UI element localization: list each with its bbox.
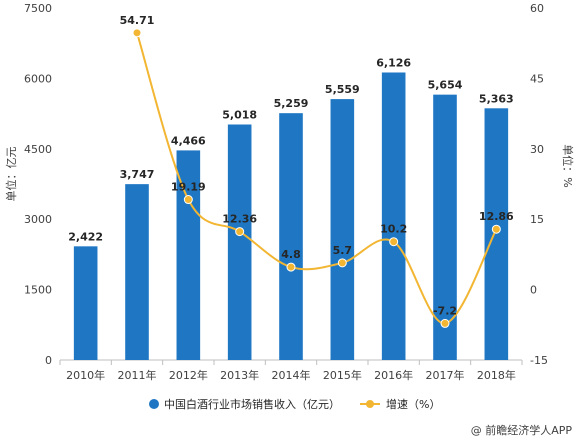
x-tick-label: 2012年 bbox=[169, 368, 208, 382]
bar bbox=[125, 184, 149, 360]
legend-bar-label: 中国白酒行业市场销售收入（亿元） bbox=[164, 397, 340, 411]
y-axis-title: 单位：亿元 bbox=[4, 147, 18, 202]
bar bbox=[433, 94, 457, 361]
y-tick-label: 1500 bbox=[24, 284, 52, 297]
x-tick-label: 2017年 bbox=[426, 368, 465, 382]
y2-tick-label: -15 bbox=[530, 354, 548, 367]
x-tick-label: 2014年 bbox=[272, 368, 311, 382]
legend-bar-marker bbox=[149, 399, 159, 409]
x-tick-label: 2018年 bbox=[477, 368, 516, 382]
growth-value-label: 19.19 bbox=[171, 181, 206, 194]
growth-value-label: 4.8 bbox=[281, 248, 301, 261]
bar-value-label: 5,363 bbox=[479, 92, 514, 105]
bar-value-label: 3,747 bbox=[120, 168, 155, 181]
growth-point bbox=[440, 318, 450, 328]
growth-value-label: 5.7 bbox=[333, 244, 353, 257]
y2-tick-label: 30 bbox=[530, 143, 544, 156]
x-tick-label: 2013年 bbox=[220, 368, 259, 382]
y2-tick-label: 15 bbox=[530, 213, 544, 226]
growth-point bbox=[337, 258, 347, 268]
source-credit: @ 前瞻经济学人APP bbox=[470, 424, 572, 437]
growth-point bbox=[235, 227, 245, 237]
legend-line-label: 增速（%） bbox=[386, 397, 440, 411]
y2-tick-label: 60 bbox=[530, 2, 544, 15]
y2-tick-label: 0 bbox=[530, 284, 537, 297]
y-tick-label: 0 bbox=[45, 354, 52, 367]
growth-point bbox=[491, 224, 501, 234]
y2-tick-label: 45 bbox=[530, 72, 544, 85]
growth-point bbox=[286, 262, 296, 272]
x-tick-label: 2011年 bbox=[118, 368, 157, 382]
growth-value-label: 54.71 bbox=[120, 14, 155, 27]
bar bbox=[73, 246, 98, 360]
growth-point bbox=[183, 195, 193, 205]
bar bbox=[484, 108, 509, 360]
bar bbox=[330, 99, 355, 361]
growth-value-label: 12.36 bbox=[222, 213, 257, 226]
y-tick-label: 4500 bbox=[24, 143, 52, 156]
x-tick-label: 2016年 bbox=[374, 368, 413, 382]
growth-point bbox=[132, 28, 142, 38]
bar bbox=[176, 150, 201, 360]
bar-value-label: 5,559 bbox=[325, 83, 360, 96]
bar-value-label: 6,126 bbox=[376, 56, 411, 69]
x-tick-label: 2010年 bbox=[66, 368, 105, 382]
bar-value-label: 5,259 bbox=[274, 97, 309, 110]
bar-value-label: 5,018 bbox=[222, 108, 257, 121]
bar-value-label: 4,466 bbox=[171, 134, 206, 147]
y-tick-label: 6000 bbox=[24, 72, 52, 85]
bar-value-label: 2,422 bbox=[68, 230, 103, 243]
growth-value-label: -7.2 bbox=[433, 304, 457, 317]
bar bbox=[227, 124, 252, 361]
y-tick-label: 7500 bbox=[24, 2, 52, 15]
growth-value-label: 12.86 bbox=[479, 210, 514, 223]
bar bbox=[279, 113, 303, 360]
x-tick-label: 2015年 bbox=[323, 368, 362, 382]
growth-point bbox=[389, 237, 399, 247]
legend-line-dot bbox=[366, 400, 374, 408]
y2-axis-title: 单位：% bbox=[561, 144, 575, 187]
bar-value-label: 5,654 bbox=[428, 79, 463, 92]
growth-value-label: 10.2 bbox=[380, 223, 407, 236]
y-tick-label: 3000 bbox=[24, 213, 52, 226]
bar bbox=[381, 72, 406, 361]
